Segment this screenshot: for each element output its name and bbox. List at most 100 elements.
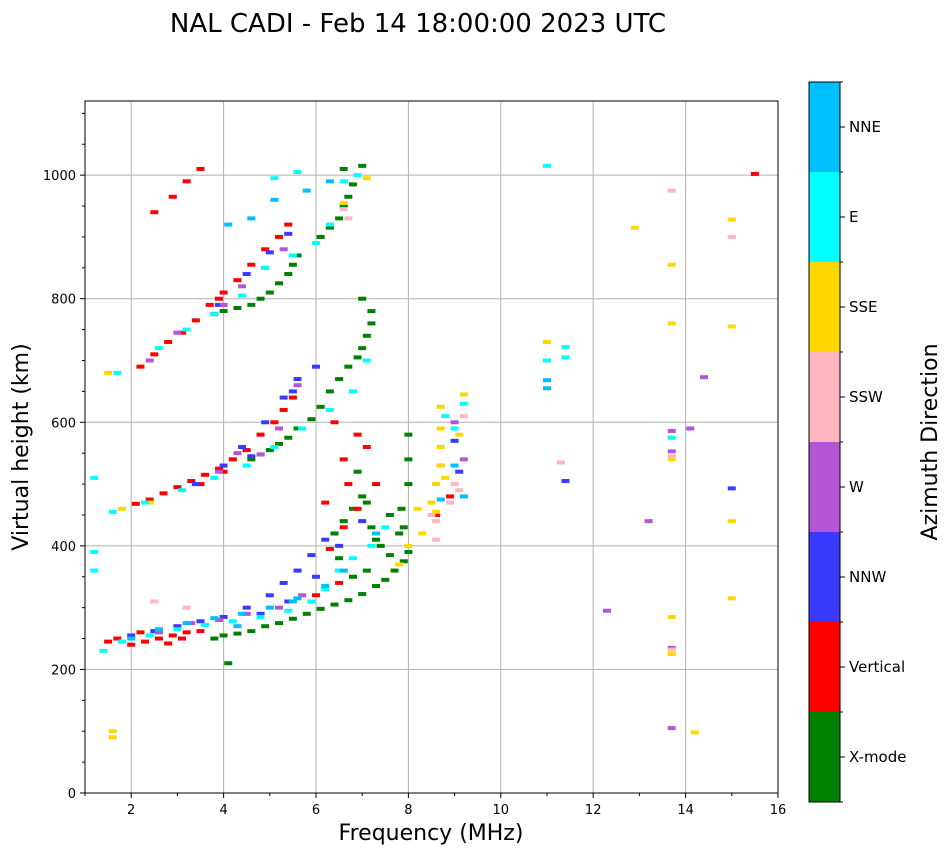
data-point-e [145,633,154,638]
data-point-w [667,428,676,433]
data-point-x-mode [325,389,334,394]
data-point-vertical [228,457,237,462]
x-tick-label: 10 [493,803,510,818]
data-point-e [90,475,99,480]
data-point-sse [727,519,736,524]
data-point-x-mode [399,559,408,564]
data-point-x-mode [275,621,284,626]
data-point-nne [154,627,163,632]
data-point-e [543,358,551,363]
data-point-nnw [288,389,297,394]
data-point-nnw [265,593,274,598]
data-point-vertical [182,630,191,635]
data-point-nnw [150,629,159,634]
data-point-x-mode [358,494,367,499]
data-point-nnw [279,395,288,400]
data-point-w [154,630,163,635]
data-point-ssw [450,482,459,487]
data-point-vertical [164,641,173,646]
data-point-sse [727,324,736,329]
data-point-nnw [293,568,302,573]
data-point-vertical [145,497,154,502]
data-point-e [117,639,126,644]
data-point-x-mode [330,531,339,536]
data-point-e [182,327,191,332]
data-point-nne [210,616,219,621]
data-point-ssw [459,414,468,419]
data-point-nnw [312,364,320,369]
data-point-vertical [196,166,205,171]
data-point-nne [238,611,247,616]
data-point-x-mode [293,426,302,431]
x-tick-label: 2 [127,803,135,818]
data-point-sse [108,735,117,740]
data-point-nne [450,463,459,468]
data-point-x-mode [344,598,353,603]
data-point-vertical [445,494,454,499]
data-point-e [293,170,302,175]
data-point-vertical [242,448,251,453]
data-point-nne [436,497,445,502]
data-point-nnw [279,580,288,585]
data-point-nne [459,494,468,499]
data-point-w [667,726,676,731]
data-point-x-mode [302,611,311,616]
data-point-nne [339,568,348,573]
data-point-e [99,648,108,653]
data-point-vertical [233,278,242,283]
data-point-ssw [432,537,441,542]
data-point-x-mode [344,364,353,369]
data-point-vertical [353,432,362,437]
data-point-x-mode [316,234,325,239]
data-point-e [325,222,334,227]
data-point-x-mode [381,577,390,582]
y-tick-label: 600 [51,416,76,431]
colorbar-tick-label: W [849,478,864,496]
data-point-e [201,622,210,627]
colorbar-segment-vertical [809,622,840,712]
data-point-e [381,525,390,530]
data-point-nne [372,531,381,536]
data-point-vertical [168,633,177,638]
data-point-e [141,500,150,505]
data-point-ssw [445,500,454,505]
data-point-sse [630,225,639,230]
data-point-vertical [344,482,353,487]
data-point-e [362,358,371,363]
y-axis-label: Virtual height (km) [9,343,34,550]
data-point-vertical [214,296,223,301]
data-point-vertical [270,420,279,425]
data-point-ssw [667,647,676,652]
data-point-sse [667,651,676,656]
data-point-ssw [667,188,676,193]
colorbar-tick-label: X-mode [849,748,906,766]
data-point-nnw [191,482,200,487]
data-point-x-mode [353,469,362,474]
data-point-vertical [150,352,159,357]
data-point-e [353,173,362,178]
data-point-sse [667,457,676,462]
data-point-x-mode [335,556,344,561]
data-point-vertical [279,407,288,412]
chart-title: NAL CADI - Feb 14 18:00:00 2023 UTC [170,9,666,39]
data-point-x-mode [397,506,406,511]
data-point-w [233,451,242,456]
data-point-sse [667,262,676,267]
data-point-sse [667,614,676,619]
data-point-x-mode [358,296,367,301]
data-point-x-mode [385,512,394,517]
data-point-vertical [205,302,214,307]
data-point-w [700,375,709,380]
colorbar-segment-nnw [809,532,840,622]
data-point-e [261,265,270,270]
data-point-x-mode [293,253,302,258]
data-point-vertical [335,580,344,585]
data-point-e [348,389,357,394]
data-point-x-mode [316,404,325,409]
data-point-w [293,383,302,388]
colorbar-tick-label: E [849,208,858,226]
data-point-w [242,611,251,616]
data-point-nnw [450,438,459,443]
y-tick-label: 1000 [43,169,76,184]
